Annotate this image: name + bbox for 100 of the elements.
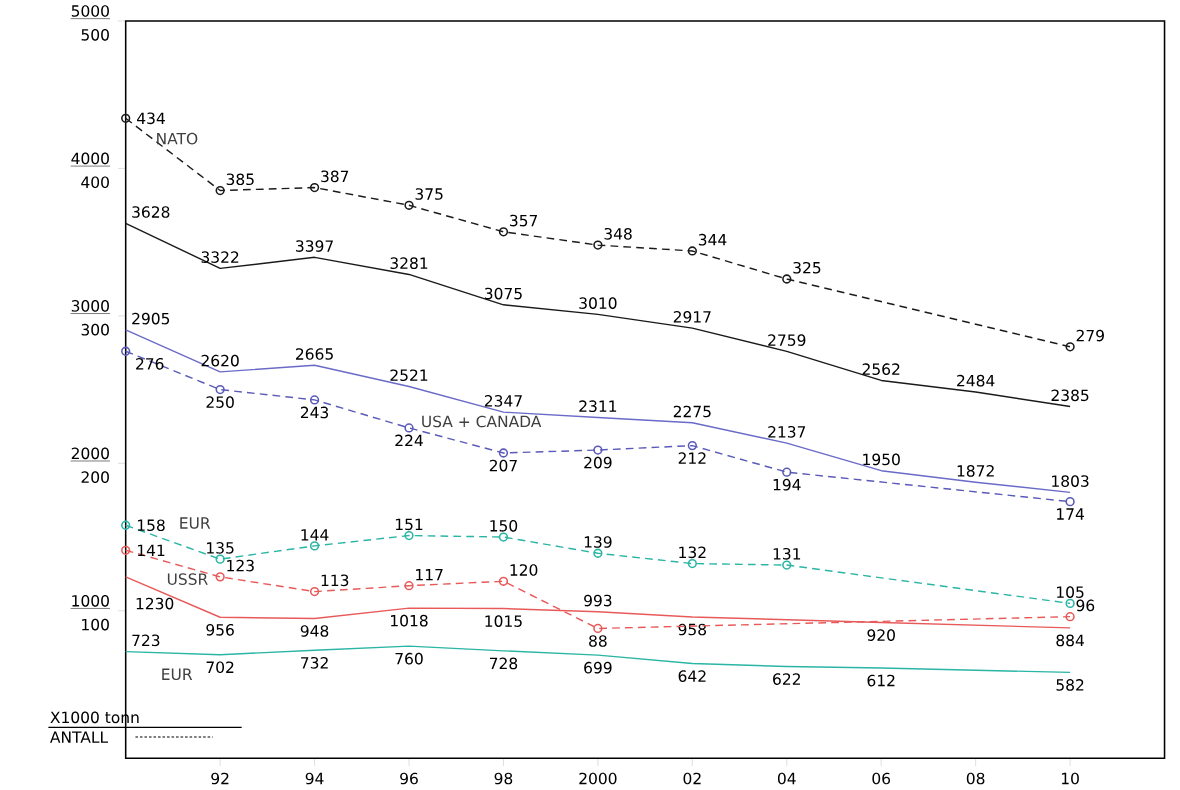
y2-tick-label: 300	[81, 324, 109, 336]
data-label: 958	[678, 623, 707, 636]
data-label: 250	[206, 396, 234, 409]
data-label: 348	[604, 228, 632, 240]
data-label: 2620	[201, 355, 239, 367]
data-label: 760	[395, 653, 423, 665]
series-label: EUR	[162, 668, 193, 681]
data-label: 2521	[390, 369, 428, 382]
x-tick-label: 08	[966, 772, 985, 785]
data-label: 2275	[673, 405, 711, 418]
data-label: 732	[301, 657, 328, 669]
data-label: 276	[136, 358, 164, 370]
data-label: 2562	[862, 363, 900, 376]
data-label: 150	[490, 520, 518, 532]
y-tick-label: 5000	[71, 5, 109, 18]
data-label: 956	[206, 624, 234, 636]
data-label: 123	[227, 559, 254, 572]
data-label: 2759	[768, 334, 806, 347]
data-label: 88	[589, 635, 607, 648]
data-label: 132	[679, 546, 706, 559]
y2-tick-label: 200	[81, 471, 109, 484]
y-tick-label: 1000	[72, 595, 109, 607]
x-tick-label: 10	[1061, 772, 1079, 785]
data-label: 3075	[484, 287, 522, 300]
data-label: 728	[489, 657, 518, 670]
data-label: 2137	[768, 426, 806, 438]
data-label: 642	[678, 670, 706, 683]
data-label: 948	[300, 625, 329, 638]
x-tick-label: 98	[494, 772, 513, 785]
data-label: 174	[1057, 508, 1084, 520]
data-label: 243	[300, 406, 329, 419]
y2-tick-label: 400	[81, 176, 109, 189]
data-label: 1950	[863, 453, 900, 466]
data-label: 434	[137, 112, 165, 125]
series-label: EUR	[180, 517, 211, 530]
y-tick-label: 4000	[71, 152, 109, 165]
data-label: 385	[226, 173, 254, 186]
data-label: 207	[489, 459, 517, 472]
data-label: 212	[678, 452, 706, 465]
data-label: 993	[584, 594, 612, 607]
x-tick-label: 04	[777, 772, 796, 785]
data-label: 209	[584, 456, 612, 469]
data-label: 1230	[136, 597, 174, 610]
data-label: 2917	[673, 311, 711, 323]
data-label: 699	[584, 662, 612, 674]
text: ANTALL	[50, 731, 109, 743]
y2-tick-label: 500	[81, 29, 109, 41]
y2-tick-label: 100	[82, 619, 109, 631]
data-label: 1803	[1052, 475, 1089, 488]
data-label: 1872	[957, 465, 994, 478]
data-label: 3397	[296, 240, 333, 253]
data-label: 387	[321, 170, 349, 183]
data-label: 120	[510, 564, 538, 577]
data-label: 920	[867, 629, 895, 642]
data-label: 1018	[391, 615, 428, 627]
data-label: 884	[1056, 634, 1084, 647]
data-label: 141	[137, 544, 165, 557]
data-label: 357	[510, 214, 538, 227]
data-label: 131	[773, 548, 801, 560]
data-label: 113	[321, 574, 349, 587]
data-label: 582	[1056, 679, 1084, 692]
data-label: 325	[793, 262, 821, 274]
series-label: NATO	[157, 132, 198, 145]
y-tick-label: 3000	[71, 300, 109, 312]
data-label: 1015	[485, 615, 522, 628]
data-label: 2385	[1051, 389, 1089, 402]
data-label: 2484	[957, 375, 995, 387]
data-label: 723	[132, 634, 160, 647]
x-tick-label: 92	[211, 772, 229, 785]
x-tick-label: 96	[400, 772, 418, 785]
data-label: 2347	[484, 395, 522, 407]
data-label: 151	[395, 518, 423, 531]
data-label: 2665	[296, 348, 333, 361]
data-label: 3628	[132, 206, 170, 219]
data-label: 224	[395, 434, 423, 447]
data-label: 105	[1057, 586, 1084, 599]
data-label: 375	[415, 188, 443, 201]
series-label: USSR	[167, 573, 208, 586]
y-tick-label: 2000	[71, 447, 109, 460]
series-label: USA + CANADA	[422, 415, 542, 428]
data-label: 2311	[579, 400, 617, 413]
data-label: 3322	[201, 251, 239, 264]
data-label: 194	[773, 479, 801, 491]
data-label: 158	[137, 519, 165, 532]
data-label: 135	[207, 542, 234, 554]
data-label: 622	[773, 673, 800, 686]
data-label: 2905	[132, 313, 170, 325]
data-label: 139	[584, 536, 612, 549]
data-label: 612	[867, 674, 895, 687]
data-label: 702	[206, 661, 234, 674]
data-label: 3281	[390, 257, 428, 270]
data-label: 117	[416, 569, 443, 581]
x-tick-label: 02	[683, 772, 701, 785]
data-label: 344	[698, 234, 727, 246]
x-tick-label: 06	[872, 772, 891, 785]
data-label: 279	[1076, 329, 1104, 342]
data-label: 144	[301, 529, 329, 541]
x-tick-label: 94	[305, 772, 324, 785]
data-label: 96	[1076, 599, 1095, 612]
data-label: 3010	[579, 297, 617, 310]
